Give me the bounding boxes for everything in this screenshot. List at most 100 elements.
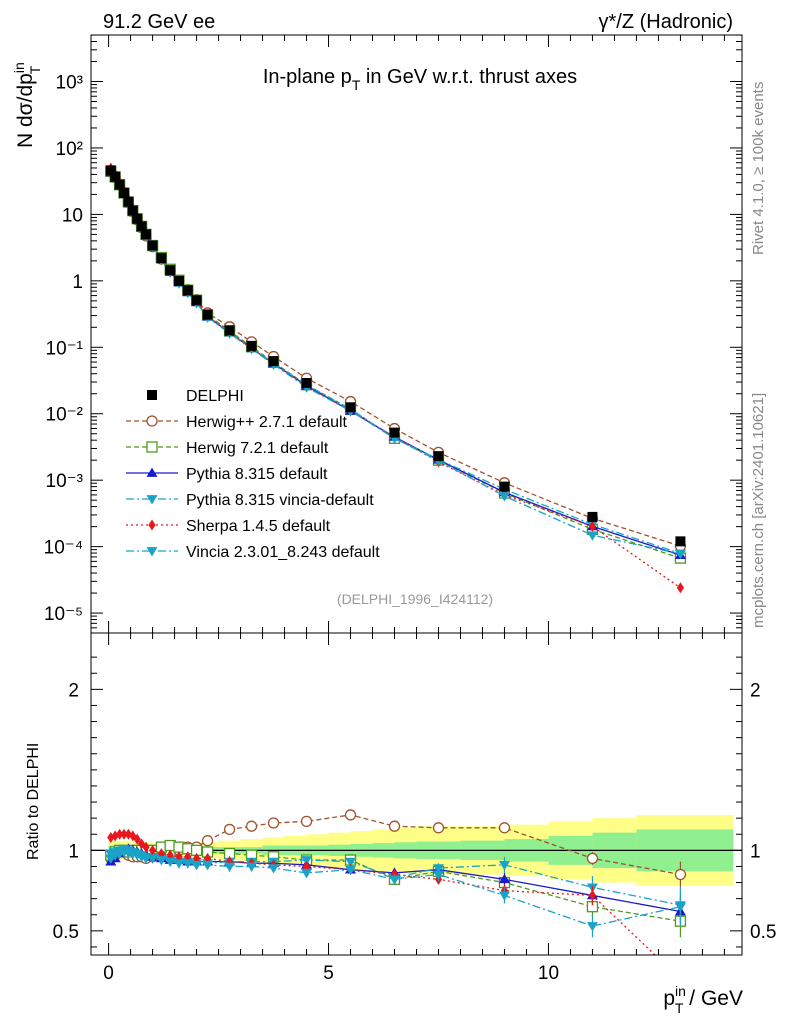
main-y-axis-label: N dσ/dpinT [11,62,43,148]
ratio-point [115,828,124,840]
data-point [268,356,279,367]
ratio-point [388,820,401,832]
legend-marker [146,415,158,427]
ratio-point [147,854,159,864]
legend: DELPHI Herwig++ 2.7.1 default Herwig 7.2.1… [126,388,380,561]
ratio-point [588,889,597,901]
data-point [127,205,138,216]
data-point [110,171,121,182]
data-point [182,285,193,296]
ratio-y-tick-label: 1 [68,841,79,862]
ratio-point [498,873,510,884]
data-point [389,427,400,438]
ratio-point [432,822,445,834]
legend-label: Herwig 7.2.1 default [186,440,329,457]
mc-point [586,531,598,541]
data-point [132,213,143,224]
ratio-y-axis-label: Ratio to DELPHI [25,743,42,860]
ratio-point [344,809,357,821]
analysis-watermark: (DELPHI_1996_I424112) [337,591,493,607]
ratio-point [224,862,236,872]
ratio-point [201,835,214,847]
ratio-point [586,922,598,932]
ratio-frame [90,632,743,956]
data-point [147,240,158,251]
y-tick-label: 10⁻¹ [46,338,84,359]
ratio-point [133,833,141,845]
data-point [118,187,129,198]
y-tick-label: 10⁻² [46,405,84,426]
data-point [123,196,134,207]
data-point [433,451,444,462]
ratio-point [586,852,599,865]
rivet-label: Rivet 4.1.0, ≥ 100k events [750,82,767,255]
ratio-point [245,820,258,832]
ratio-series [105,809,687,955]
y-tick-label: 10² [56,139,83,160]
y-tick-label: 10⁻⁵ [44,604,83,625]
ratio-y-tick-label: 0.5 [53,922,79,943]
ratio-point [120,828,128,840]
mc-line [110,171,681,547]
ratio-point [148,844,157,856]
ratio-point [300,815,313,828]
data-point [156,253,167,264]
ratio-point [674,902,686,913]
y-tick-label: 10 [62,205,83,226]
ratio-point [498,860,510,871]
ratio-point [345,865,357,876]
legend-label: Vincia 2.3.01_8.243 default [186,544,380,561]
ratio-point [142,841,150,853]
legend-label: DELPHI [186,388,244,405]
data-point [224,325,235,336]
ratio-point [389,875,401,885]
ratio-point [111,830,119,842]
mc-point [498,492,510,502]
ratio-point [267,817,280,829]
y-tick-label: 1 [72,272,83,293]
data-point [165,265,176,276]
main-title: In-plane pT in GeV w.r.t. thrust axes [263,66,577,93]
ratio-y-tick-label-right: 2 [750,680,761,701]
data-point [675,536,686,547]
ratio-point [674,868,687,881]
ratio-point [268,864,280,874]
ratio-point [498,891,510,901]
data-point [105,165,116,176]
data-point [587,511,598,522]
x-tick-label: 10 [538,963,559,984]
ratio-point [173,859,185,869]
ratio-point [246,862,258,872]
ratio-point [191,860,203,871]
ratio-point [182,859,194,869]
x-tick-label: 0 [103,963,114,984]
ratio-point [498,822,511,834]
ratio-y-axis: 0.5 0.5 1 1 2 2 [53,656,776,948]
ratio-y-tick-label: 2 [68,680,79,701]
ratio-point [202,860,214,871]
ratio-point [155,856,167,866]
y-tick-label: 10⁻⁴ [44,538,83,559]
data-point [173,275,184,286]
ratio-x-axis: 0 5 10 [103,633,725,984]
legend-label: Herwig++ 2.7.1 default [186,414,348,431]
legend-marker [147,390,157,400]
data-point [191,295,202,306]
main-x-axis [108,35,725,633]
data-point [345,402,356,413]
ratio-point [302,860,311,872]
legend-label: Pythia 8.315 default [186,466,328,483]
ratio-point [223,823,236,836]
legend-marker [146,547,158,557]
ratio-plot-area [91,809,742,955]
process-label: 91.2 GeV ee [103,11,215,33]
ratio-line [110,814,681,876]
main-plot-area [105,162,687,594]
main-y-axis: 10⁻⁵ 10⁻⁴ 10⁻³ 10⁻² 10⁻¹ 1 10 10² 10³ [44,34,742,629]
mc-point [674,549,686,560]
mcplots-label: mcplots.cern.ch [arXiv:2401.10621] [750,393,767,628]
legend-label: Pythia 8.315 vincia-default [186,492,374,509]
legend-marker [146,441,158,453]
main-panel: 10⁻⁵ 10⁻⁴ 10⁻³ 10⁻² 10⁻¹ 1 10 10² 10³ In-plane p… [11,34,743,634]
legend-label: Sherpa 1.4.5 default [186,518,331,535]
